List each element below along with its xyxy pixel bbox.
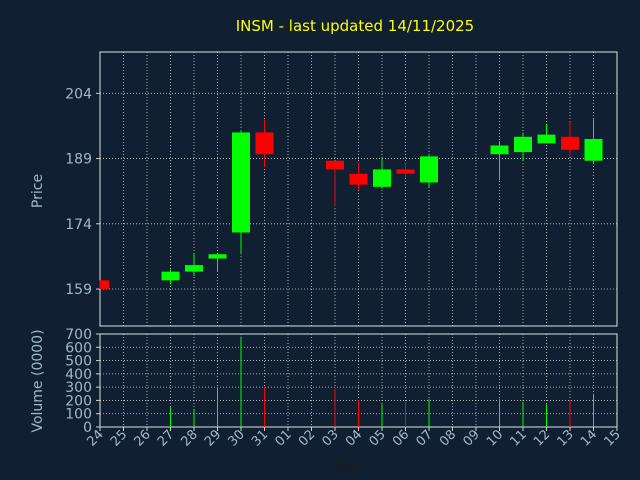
x-tick-label: 03 bbox=[320, 427, 342, 449]
x-tick-label: 14 bbox=[578, 427, 600, 449]
x-tick-label: 09 bbox=[461, 427, 483, 449]
price-y-ticks: 159 174 189 204 bbox=[65, 86, 100, 298]
x-tick-label: 26 bbox=[132, 427, 154, 449]
chart-title: INSM - last updated 14/11/2025 bbox=[236, 17, 474, 35]
x-tick-label: 01 bbox=[273, 427, 295, 449]
candle-body bbox=[537, 134, 556, 144]
x-tick-label: 30 bbox=[226, 427, 248, 449]
candle-body bbox=[490, 145, 509, 155]
candle-body bbox=[161, 271, 180, 281]
volume-tick-label: 0 bbox=[83, 420, 92, 436]
price-tick-label: 189 bbox=[65, 152, 92, 168]
price-tick-label: 204 bbox=[65, 86, 92, 102]
candle-body bbox=[232, 132, 250, 233]
x-tick-label: 28 bbox=[179, 427, 201, 449]
volume-tick-label: 400 bbox=[65, 367, 92, 383]
x-tick-label: 05 bbox=[367, 427, 389, 449]
x-axis-ticks: 24 25 26 27 28 29 30 31 01 02 03 04 05 06 07 08 09 10 11 12… bbox=[85, 427, 624, 450]
candle-body bbox=[373, 169, 391, 187]
volume-tick-label: 500 bbox=[65, 354, 92, 370]
candle-body bbox=[420, 156, 438, 183]
price-axis-label: Price bbox=[30, 174, 46, 208]
x-tick-label: 15 bbox=[602, 427, 624, 449]
candle-body bbox=[349, 173, 368, 185]
candles bbox=[99, 119, 603, 290]
volume-bars bbox=[170, 336, 594, 427]
x-tick-label: 11 bbox=[508, 427, 530, 449]
volume-tick-label: 200 bbox=[65, 393, 92, 409]
volume-tick-label: 700 bbox=[65, 327, 92, 343]
x-tick-label: 10 bbox=[484, 427, 506, 449]
x-tick-label: 29 bbox=[202, 427, 224, 449]
x-tick-label: 07 bbox=[414, 427, 436, 449]
volume-tick-label: 600 bbox=[65, 340, 92, 356]
price-tick-label: 159 bbox=[65, 282, 92, 298]
volume-tick-label: 300 bbox=[65, 380, 92, 396]
candle-body bbox=[561, 136, 579, 150]
volume-tick-label: 100 bbox=[65, 407, 92, 423]
candle-body bbox=[326, 160, 344, 170]
candle-body bbox=[514, 136, 532, 153]
candle-body bbox=[100, 280, 109, 290]
x-tick-label: 06 bbox=[390, 427, 412, 449]
x-tick-label: 27 bbox=[155, 427, 177, 449]
x-tick-label: 13 bbox=[555, 427, 577, 449]
candle-body bbox=[396, 169, 415, 174]
x-tick-label: 31 bbox=[249, 427, 271, 449]
price-grid bbox=[100, 52, 617, 326]
x-tick-label: 25 bbox=[108, 427, 130, 449]
candle-body bbox=[584, 138, 603, 161]
price-panel: 159 174 189 204 Price bbox=[30, 51, 618, 327]
x-tick-label: 12 bbox=[531, 427, 553, 449]
x-tick-label: 04 bbox=[343, 427, 365, 449]
x-tick-label: 02 bbox=[296, 427, 318, 449]
volume-axis-label: Volume (0000) bbox=[30, 329, 46, 432]
candle-body bbox=[185, 265, 203, 272]
candle-body bbox=[255, 132, 274, 155]
x-axis-label: Day bbox=[334, 460, 362, 476]
candle-body bbox=[208, 254, 227, 259]
x-tick-label: 08 bbox=[437, 427, 459, 449]
price-tick-label: 174 bbox=[65, 217, 92, 233]
